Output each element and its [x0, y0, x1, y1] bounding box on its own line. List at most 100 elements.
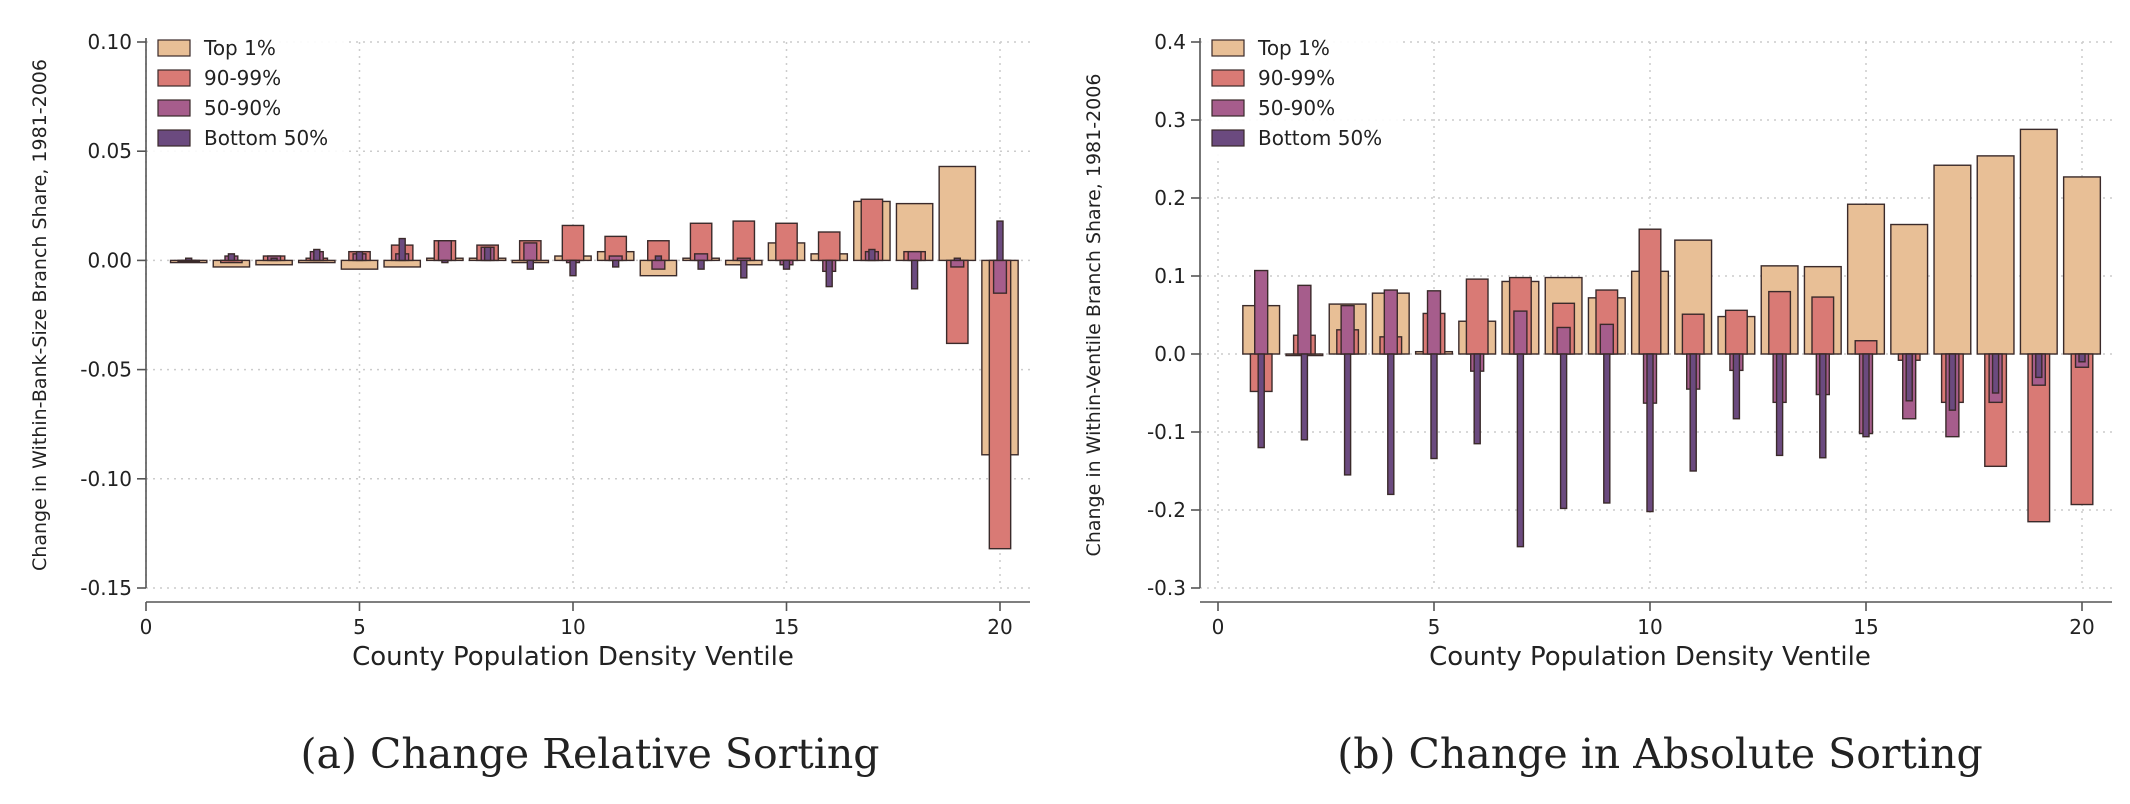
x-axis-label: County Population Density Ventile [1429, 642, 1871, 672]
bar [945, 259, 969, 345]
bar [1811, 296, 1835, 355]
legend-label: 90-99% [204, 66, 281, 90]
bar [483, 246, 492, 262]
caption-b: (b) Change in Absolute Sorting [1337, 730, 1983, 778]
bar [1905, 353, 1913, 402]
bar [1300, 353, 1309, 441]
x-tick-label: 20 [2069, 615, 2094, 639]
bar [227, 253, 236, 262]
bar [907, 250, 922, 262]
y-axis-label: Change in Within-Bank-Size Branch Share,… [29, 59, 51, 571]
bar [1732, 353, 1741, 420]
bar [1473, 353, 1481, 445]
y-tick-label: 0.2 [1154, 186, 1186, 210]
bar [817, 231, 841, 262]
bar [651, 259, 666, 270]
legend-swatch [1211, 69, 1245, 87]
bar [693, 253, 709, 262]
x-tick-label: 15 [774, 615, 799, 639]
bar [441, 259, 449, 264]
x-tick-label: 5 [353, 615, 366, 639]
bar [1991, 353, 2000, 394]
bar [910, 259, 919, 290]
bar [2070, 353, 2094, 506]
bar [1854, 340, 1878, 355]
legend-swatch [157, 39, 191, 57]
legend-label: 50-90% [204, 96, 281, 120]
bar [1599, 323, 1614, 355]
bar [1343, 353, 1352, 476]
bar [437, 240, 453, 262]
bar [1948, 353, 1957, 411]
y-tick-label: -0.1 [1147, 420, 1186, 444]
bar [185, 257, 193, 262]
bar [1724, 309, 1748, 355]
legend-swatch [157, 99, 191, 117]
bar [2078, 353, 2086, 363]
bar [697, 259, 705, 270]
bar [1775, 353, 1784, 457]
bar [938, 165, 977, 262]
bar [340, 259, 379, 270]
bar [992, 259, 1008, 294]
bar [1340, 304, 1355, 355]
x-tick-label: 15 [1853, 615, 1878, 639]
bar [1559, 353, 1568, 510]
bar [1387, 353, 1395, 496]
legend-label: Top 1% [1257, 36, 1330, 60]
legend-swatch [157, 69, 191, 87]
bar [1603, 353, 1611, 504]
bar [1890, 223, 1929, 355]
bar [996, 220, 1004, 262]
bar [740, 259, 748, 279]
bar [569, 259, 577, 277]
bar [1430, 353, 1438, 460]
bar [313, 248, 321, 262]
bar [1297, 284, 1312, 355]
bar [526, 259, 534, 270]
y-tick-label: -0.3 [1147, 576, 1186, 600]
bar [1257, 353, 1265, 449]
bar [523, 242, 538, 262]
bar [2035, 353, 2043, 379]
bar [2019, 128, 2058, 355]
bar [825, 259, 833, 288]
y-tick-label: -0.2 [1147, 498, 1186, 522]
bar [270, 257, 278, 262]
y-tick-label: -0.15 [80, 576, 132, 600]
bar [1846, 203, 1886, 355]
y-tick-label: -0.05 [80, 358, 132, 382]
bar [561, 224, 585, 262]
bar [953, 257, 961, 262]
bar [895, 202, 934, 262]
bar [612, 259, 620, 268]
bar [988, 259, 1012, 550]
bar [1768, 290, 1792, 355]
bar [1556, 326, 1571, 355]
x-tick-label: 10 [560, 615, 585, 639]
legend-label: Bottom 50% [1258, 126, 1382, 150]
legend-label: Top 1% [203, 36, 276, 60]
bar [1516, 353, 1525, 548]
bar [782, 259, 791, 270]
legend-label: 90-99% [1258, 66, 1335, 90]
legend-swatch [157, 129, 191, 147]
y-tick-label: 0.10 [87, 30, 132, 54]
bar [1689, 353, 1697, 472]
bar [1513, 310, 1528, 355]
legend-label: 50-90% [1258, 96, 1335, 120]
bar [1933, 164, 1972, 355]
chart-a: -0.15 -0.10 -0.05 0.00 0.05 0.10 0 5 10 15 20 Count… [29, 30, 1030, 672]
bar [1254, 269, 1269, 355]
y-tick-label: 0.00 [87, 248, 132, 272]
bar [654, 255, 663, 262]
y-tick-label: -0.10 [80, 467, 132, 491]
y-tick-label: 0.4 [1154, 30, 1186, 54]
bar [1426, 290, 1442, 355]
x-tick-label: 20 [987, 615, 1012, 639]
caption-a: (a) Change Relative Sorting [300, 730, 880, 778]
y-tick-label: 0.0 [1154, 342, 1186, 366]
legend-swatch [1211, 99, 1245, 117]
bar [1976, 155, 2015, 355]
